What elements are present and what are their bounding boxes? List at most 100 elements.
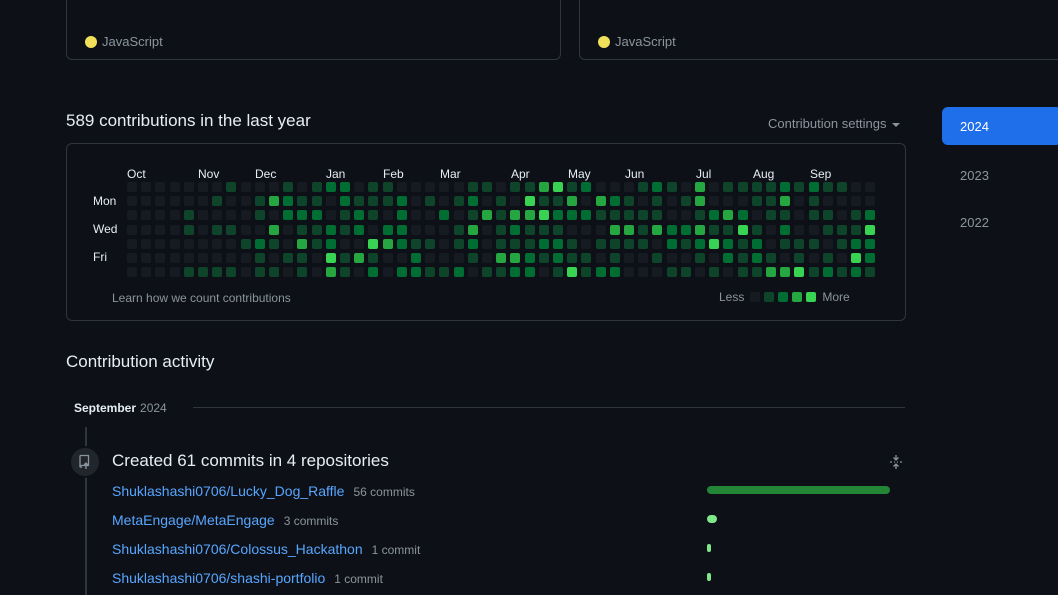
contribution-day[interactable] [780,196,791,207]
contribution-day[interactable] [624,182,634,192]
contribution-day[interactable] [396,238,407,249]
contribution-day[interactable] [240,210,251,221]
contribution-day[interactable] [510,196,521,207]
contribution-day[interactable] [609,253,620,263]
contribution-day[interactable] [695,196,705,207]
contribution-day[interactable] [254,210,265,221]
contribution-day[interactable] [766,238,776,249]
contribution-day[interactable] [311,182,322,192]
contribution-day[interactable] [411,267,421,278]
contribution-day[interactable] [609,267,620,278]
contribution-day[interactable] [851,224,862,235]
contribution-day[interactable] [411,196,421,207]
contribution-day[interactable] [212,224,223,235]
contribution-day[interactable] [340,196,350,207]
contribution-day[interactable] [354,196,365,207]
contribution-day[interactable] [382,267,393,278]
contribution-day[interactable] [311,196,322,207]
contribution-day[interactable] [567,196,578,207]
contribution-day[interactable] [183,253,194,263]
contribution-day[interactable] [595,267,606,278]
contribution-day[interactable] [680,196,691,207]
contribution-day[interactable] [723,267,734,278]
contribution-day[interactable] [567,238,578,249]
contribution-day[interactable] [851,253,862,263]
contribution-day[interactable] [354,182,365,192]
contribution-day[interactable] [680,210,691,221]
contribution-day[interactable] [666,253,677,263]
contribution-day[interactable] [340,210,350,221]
contribution-day[interactable] [325,267,336,278]
contribution-day[interactable] [183,267,194,278]
contribution-day[interactable] [538,182,549,192]
contribution-day[interactable] [425,196,436,207]
repo-link[interactable]: Shuklashashi0706/Colossus_Hackathon [112,541,363,557]
contribution-day[interactable] [354,267,365,278]
contribution-day[interactable] [240,182,251,192]
contribution-day[interactable] [269,253,279,263]
contribution-day[interactable] [425,224,436,235]
contribution-day[interactable] [240,267,251,278]
commit-count-link[interactable]: 1 commit [334,572,383,586]
contribution-day[interactable] [794,196,805,207]
contribution-day[interactable] [567,267,578,278]
contribution-day[interactable] [240,238,251,249]
contribution-day[interactable] [283,253,294,263]
contribution-day[interactable] [652,224,663,235]
contribution-day[interactable] [141,224,152,235]
contribution-day[interactable] [737,210,748,221]
contribution-day[interactable] [439,238,450,249]
pinned-repo-card-1[interactable]: JavaScript [66,0,561,60]
contribution-day[interactable] [482,224,492,235]
contribution-day[interactable] [638,196,649,207]
contribution-day[interactable] [368,267,379,278]
contribution-day[interactable] [553,224,563,235]
contribution-day[interactable] [680,267,691,278]
contribution-day[interactable] [382,224,393,235]
contribution-day[interactable] [723,196,734,207]
contribution-day[interactable] [709,238,720,249]
contribution-day[interactable] [141,253,152,263]
commit-count-link[interactable]: 56 commits [353,485,415,499]
contribution-day[interactable] [865,210,876,221]
contribution-day[interactable] [553,182,563,192]
contribution-day[interactable] [482,182,492,192]
contribution-day[interactable] [652,238,663,249]
contribution-day[interactable] [439,267,450,278]
contribution-day[interactable] [396,182,407,192]
contribution-day[interactable] [524,253,535,263]
contribution-day[interactable] [311,210,322,221]
contribution-day[interactable] [837,253,847,263]
contribution-day[interactable] [808,253,819,263]
contribution-day[interactable] [467,238,478,249]
contribution-day[interactable] [581,238,592,249]
contribution-day[interactable] [666,267,677,278]
contribution-day[interactable] [226,196,237,207]
repo-link[interactable]: MetaEngage/MetaEngage [112,512,275,528]
contribution-day[interactable] [595,253,606,263]
contribution-day[interactable] [624,253,634,263]
contribution-day[interactable] [354,238,365,249]
contribution-day[interactable] [567,253,578,263]
contribution-day[interactable] [751,182,762,192]
contribution-day[interactable] [695,238,705,249]
contribution-day[interactable] [510,253,521,263]
contribution-day[interactable] [822,267,833,278]
contribution-day[interactable] [169,182,180,192]
contribution-day[interactable] [709,196,720,207]
repo-link[interactable]: Shuklashashi0706/Lucky_Dog_Raffle [112,483,345,499]
contribution-day[interactable] [808,238,819,249]
contribution-day[interactable] [297,224,308,235]
contribution-day[interactable] [723,253,734,263]
contribution-day[interactable] [695,182,705,192]
contribution-day[interactable] [766,210,776,221]
contribution-day[interactable] [127,238,137,249]
contribution-day[interactable] [496,182,507,192]
contribution-day[interactable] [609,210,620,221]
contribution-day[interactable] [425,267,436,278]
contribution-day[interactable] [780,182,791,192]
contribution-day[interactable] [794,238,805,249]
contribution-day[interactable] [453,267,464,278]
contribution-day[interactable] [510,238,521,249]
contribution-day[interactable] [510,182,521,192]
